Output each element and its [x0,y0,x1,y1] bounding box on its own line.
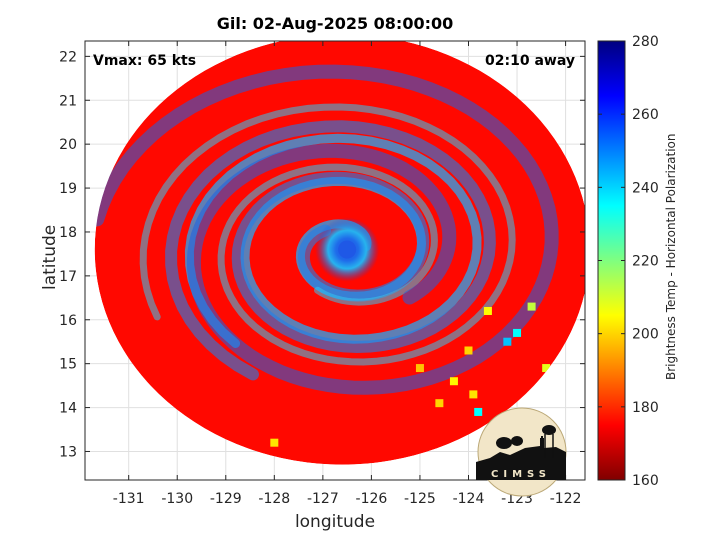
colorbar-tick-label: 240 [632,180,659,196]
x-tick-label: -126 [356,491,388,507]
colorbar-tick-label: 260 [632,107,659,123]
colorbar-tick-label: 280 [632,34,659,50]
colorbar-tick-label: 180 [632,400,659,416]
rain-band-4 [94,64,559,395]
colorbar [597,40,626,481]
bright-cell-12 [464,346,473,355]
x-axis-label: longitude [294,512,376,532]
y-tick-label: 19 [59,181,77,197]
bright-cell-7 [449,377,458,386]
x-tick-label: -125 [404,491,436,507]
x-tick-label: -130 [161,491,193,507]
away-annotation: 02:10 away [485,53,575,69]
colorbar-tick-label: 200 [632,327,659,343]
bright-cell-9 [435,399,444,408]
svg-text:CIMSS: CIMSS [491,469,551,480]
x-tick-label: -131 [113,491,145,507]
x-tick-label: -129 [210,491,242,507]
bright-cell-5 [474,407,483,416]
rain-band-3 [139,103,516,366]
bright-cell-3 [527,302,536,311]
bright-cell-10 [415,364,424,373]
bright-cell-8 [542,364,551,373]
x-tick-label: -128 [258,491,290,507]
y-tick-label: 16 [59,313,77,329]
x-tick-label: -124 [453,491,485,507]
bright-cell-1 [503,337,512,346]
rain-band-2 [165,120,496,381]
storm-eye [338,240,357,259]
y-tick-label: 18 [59,225,77,241]
y-axis-label: latitude [40,224,60,290]
x-tick-label: -122 [550,491,582,507]
swath [94,41,585,465]
bright-cell-11 [270,438,279,447]
y-tick-label: 21 [59,93,77,109]
y-tick-label: 17 [59,269,77,285]
plot-frame [84,40,586,481]
y-tick-label: 13 [59,444,77,460]
vmax-annotation: Vmax: 65 kts [93,53,197,69]
y-tick-label: 20 [59,137,77,153]
y-tick-label: 14 [59,401,77,417]
x-tick-label: -127 [307,491,339,507]
bright-cell-6 [469,390,478,399]
chart-title: Gil: 02-Aug-2025 08:00:00 [216,14,454,33]
colorbar-label: Brightness Temp - Horizontal Polarizatio… [664,133,678,380]
cimss-logo: CIMSS [476,407,567,497]
colorbar-ticks: 160 180 200 220 240 260 280 [598,34,659,489]
y-tick-label: 15 [59,357,77,373]
colorbar-tick-label: 220 [632,254,659,270]
bright-cell-4 [483,306,492,315]
bright-cell-2 [513,328,522,337]
y-tick-label: 22 [59,49,77,65]
colorbar-tick-label: 160 [632,473,659,489]
